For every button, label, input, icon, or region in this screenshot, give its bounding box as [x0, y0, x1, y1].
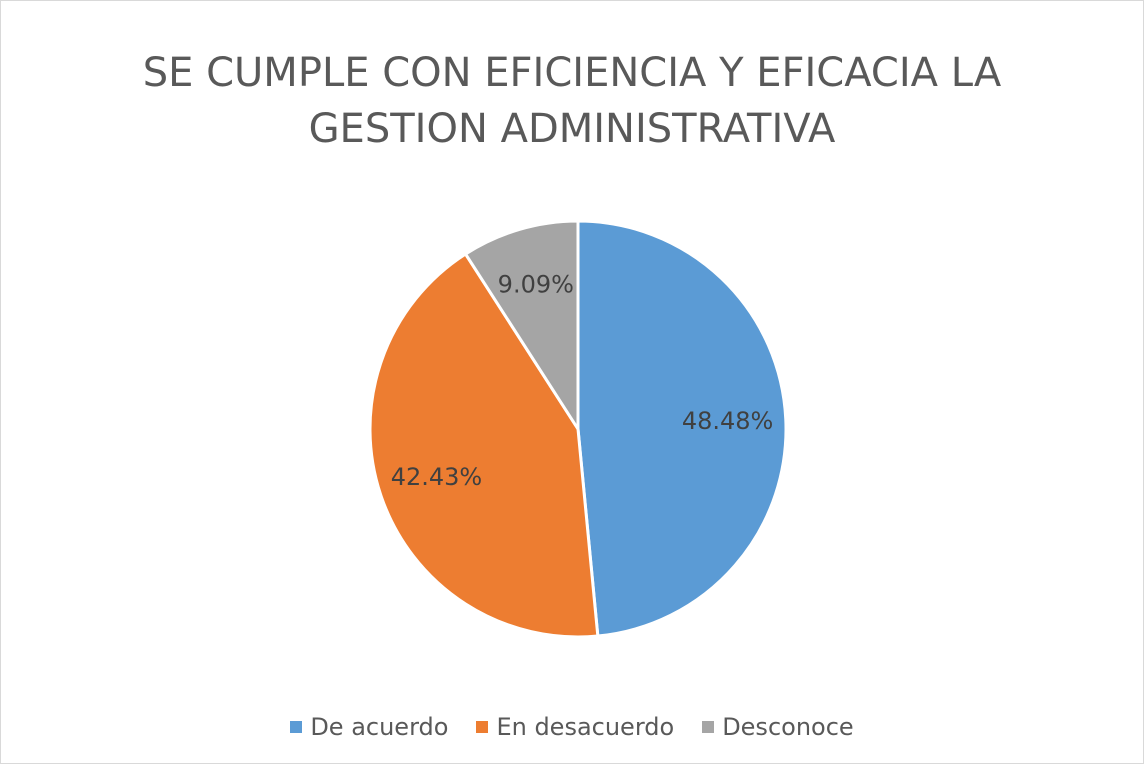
- pie-slice: [463, 219, 580, 435]
- legend-label: En desacuerdo: [496, 713, 675, 741]
- pie-slice: [576, 219, 788, 638]
- data-label: 42.43%: [391, 463, 483, 491]
- data-label: 9.09%: [498, 270, 574, 298]
- legend-item: En desacuerdo: [476, 713, 674, 741]
- pie-area: 48.48% 42.43% 9.09%: [368, 219, 788, 639]
- legend-label: Desconoce: [722, 713, 854, 741]
- legend-item: De acuerdo: [290, 713, 448, 741]
- legend-label: De acuerdo: [310, 713, 449, 741]
- data-label: 48.48%: [682, 407, 774, 435]
- chart-title: SE CUMPLE CON EFICIENCIA Y EFICACIA LA G…: [142, 50, 1002, 152]
- legend: De acuerdo En desacuerdo Desconoce: [1, 713, 1143, 741]
- legend-swatch: [290, 721, 303, 733]
- pie-slice: [368, 251, 600, 639]
- legend-swatch: [702, 721, 715, 733]
- legend-swatch: [476, 721, 489, 733]
- legend-item: Desconoce: [702, 713, 854, 741]
